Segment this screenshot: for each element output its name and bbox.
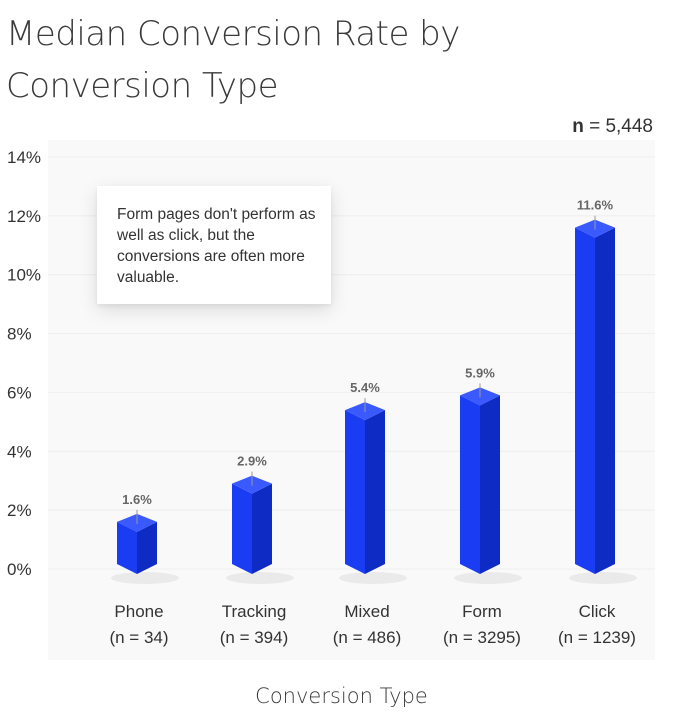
bar-side: [137, 521, 157, 574]
x-tick-label: Phone: [114, 602, 163, 621]
x-tick-sublabel: (n = 1239): [558, 628, 636, 647]
chart-title: Median Conversion Rate by Conversion Typ…: [6, 14, 460, 106]
x-tick-label: Mixed: [344, 602, 389, 621]
bar-shadow: [226, 572, 294, 584]
y-tick-label: 6%: [7, 383, 32, 402]
bar-shadow: [111, 572, 179, 584]
y-tick-label: 14%: [7, 148, 41, 167]
sample-size-value: = 5,448: [589, 116, 653, 137]
x-tick-sublabel: (n = 394): [220, 628, 289, 647]
bar-side: [595, 227, 615, 574]
bar-shadow: [339, 572, 407, 584]
sample-size-label: n = 5,448: [572, 116, 653, 138]
data-label: 11.6%: [577, 198, 614, 213]
x-tick-label: Form: [462, 602, 502, 621]
x-tick-label: Tracking: [222, 602, 287, 621]
data-label: 1.6%: [122, 492, 152, 507]
bar: [117, 521, 137, 574]
bar: [232, 483, 252, 574]
y-tick-label: 2%: [7, 501, 32, 520]
x-tick-sublabel: (n = 486): [333, 628, 402, 647]
x-tick-sublabel: (n = 34): [109, 628, 168, 647]
y-tick-label: 0%: [7, 560, 32, 579]
bar-side: [480, 395, 500, 574]
bar-shadow: [569, 572, 637, 584]
bar-shadow: [454, 572, 522, 584]
data-label: 2.9%: [237, 454, 267, 469]
y-tick-label: 12%: [7, 207, 41, 226]
data-label: 5.9%: [465, 365, 495, 380]
y-tick-label: 4%: [7, 442, 32, 461]
bar: [460, 395, 480, 574]
x-tick-sublabel: (n = 3295): [443, 628, 521, 647]
x-tick-label: Click: [579, 602, 616, 621]
bar: [575, 227, 595, 574]
data-label: 5.4%: [350, 380, 380, 395]
annotation-callout: Form pages don't perform as well as clic…: [97, 186, 331, 304]
bar-side: [252, 483, 272, 574]
annotation-text: Form pages don't perform as well as clic…: [117, 206, 316, 286]
sample-size-n: n: [572, 116, 584, 137]
bar: [345, 410, 365, 574]
x-axis-title: Conversion Type: [255, 684, 428, 708]
y-tick-label: 10%: [7, 266, 41, 285]
y-tick-label: 8%: [7, 325, 32, 344]
bar-side: [365, 410, 385, 574]
